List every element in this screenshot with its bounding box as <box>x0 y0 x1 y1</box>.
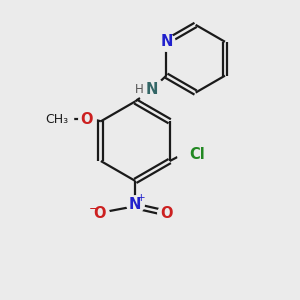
Text: N: N <box>129 197 142 212</box>
Text: O: O <box>160 206 172 221</box>
Text: CH₃: CH₃ <box>46 112 69 126</box>
Text: O: O <box>94 206 106 221</box>
Text: H: H <box>134 83 143 96</box>
Text: Cl: Cl <box>190 147 206 162</box>
Text: +: + <box>137 193 146 203</box>
Text: N: N <box>160 34 172 49</box>
Text: −: − <box>88 202 98 214</box>
Text: O: O <box>80 112 93 127</box>
Text: N: N <box>145 82 158 97</box>
